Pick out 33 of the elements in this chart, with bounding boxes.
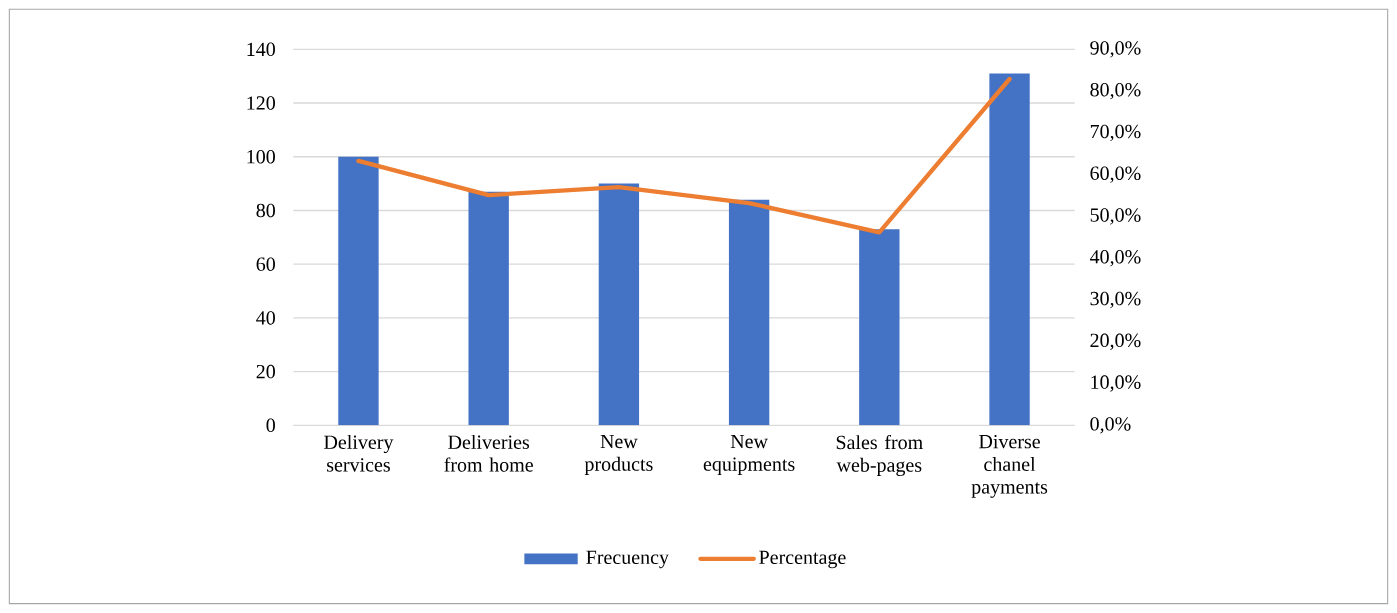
y2-tick-label: 70,0%	[1090, 124, 1141, 142]
y-tick-label: 20	[256, 364, 275, 379]
bar	[338, 156, 379, 426]
bar	[468, 191, 509, 426]
bar	[859, 229, 900, 426]
y-tick-label: 0	[266, 418, 275, 433]
bar	[989, 73, 1030, 426]
y-tick-label: 60	[256, 257, 275, 271]
y-tick-label: 100	[247, 150, 275, 164]
y2-tick-label: 10,0%	[1091, 375, 1141, 392]
bar	[598, 183, 640, 426]
line-series	[356, 76, 1012, 235]
x-tick-label: New equipments	[703, 434, 795, 475]
x-tick-label: Delivery services	[324, 434, 394, 472]
x-tick-label: Deliveries from home	[444, 434, 533, 472]
x-tick-label: Sales from web-pages	[836, 434, 923, 476]
x-tick-label: Diverse chanel payments	[971, 434, 1048, 498]
x-tick-label: New products	[584, 434, 653, 475]
y-tick-label: 40	[256, 311, 275, 325]
y2-tick-label: 20,0%	[1090, 333, 1141, 350]
y-tick-label: 120	[247, 96, 275, 110]
legend-label: Percentage	[759, 550, 846, 569]
bar	[728, 199, 770, 426]
y2-tick-label: 50,0%	[1090, 208, 1141, 225]
y2-tick-label: 80,0%	[1090, 82, 1141, 100]
y2-tick-label: 60,0%	[1090, 166, 1141, 183]
y2-tick-label: 40,0%	[1089, 250, 1141, 267]
y2-tick-label: 30,0%	[1090, 291, 1141, 309]
y-tick-label: 80	[256, 203, 275, 218]
legend-label: Frecuency	[586, 550, 669, 569]
y2-tick-label: 90,0%	[1090, 41, 1141, 58]
y-tick-label: 140	[247, 42, 275, 57]
y2-tick-label: 0,0%	[1090, 417, 1131, 434]
